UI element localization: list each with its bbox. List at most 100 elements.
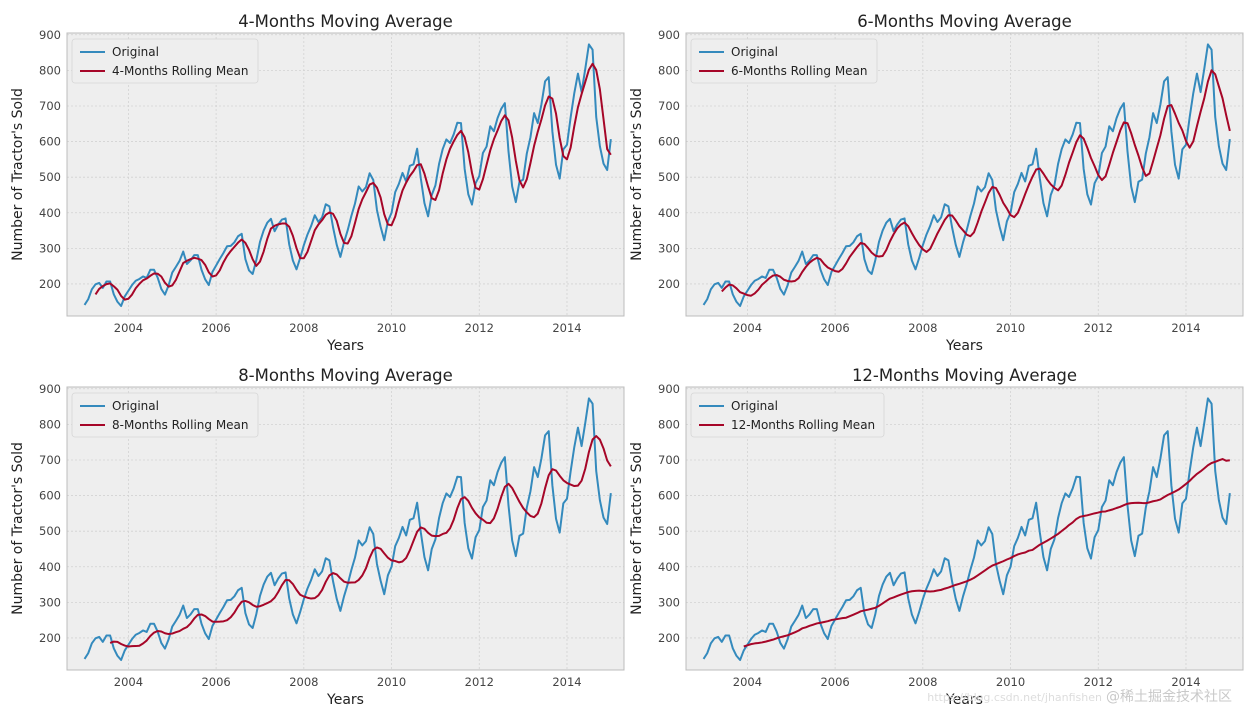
legend-label-original: Original: [731, 399, 778, 413]
x-axis-label: Years: [945, 338, 983, 354]
series-rolling-mean-line: [743, 458, 1230, 648]
x-tick-label: 2010: [377, 321, 406, 335]
legend: Original 12-Months Rolling Mean: [690, 392, 885, 438]
y-tick-label: 500: [39, 170, 61, 184]
x-tick-label: 2006: [201, 321, 230, 335]
series-lines: [83, 43, 612, 308]
x-tick-label: 2010: [996, 675, 1025, 689]
x-tick-label: 2004: [114, 675, 143, 689]
series-lines: [702, 397, 1231, 662]
y-tick-label: 800: [39, 417, 61, 431]
y-tick-label: 200: [39, 631, 61, 645]
axes-frame: [66, 32, 625, 317]
series-original-line: [702, 397, 1231, 662]
chart-title: 4-Months Moving Average: [238, 12, 453, 31]
chart-title: 12-Months Moving Average: [852, 366, 1077, 385]
legend-label-rolling: 6-Months Rolling Mean: [731, 64, 868, 78]
y-tick-label: 700: [39, 99, 61, 113]
x-tick-label: 2012: [1084, 321, 1113, 335]
y-tick-label: 200: [658, 631, 680, 645]
chart-panel-4: 2004 2006 2008 2010 2012 2014 200 300 400 500 600 7…: [629, 366, 1244, 708]
legend: Original 6-Months Rolling Mean: [690, 38, 878, 84]
x-tick-label: 2008: [908, 321, 937, 335]
series-rolling-mean-line: [94, 62, 612, 301]
x-tick-label: 2012: [1084, 675, 1113, 689]
legend-label-rolling: 8-Months Rolling Mean: [112, 418, 249, 432]
x-tick-label: 2008: [289, 321, 318, 335]
legend-label-original: Original: [112, 399, 159, 413]
axes-frame: [685, 386, 1244, 671]
y-tick-label: 200: [658, 277, 680, 291]
y-tick-label: 600: [658, 489, 680, 503]
y-tick-label: 900: [39, 28, 61, 42]
y-tick-label: 900: [39, 382, 61, 396]
x-tick-label: 2012: [465, 321, 494, 335]
x-tick-label: 2010: [377, 675, 406, 689]
axes-frame: [685, 32, 1244, 317]
y-tick-label: 600: [39, 135, 61, 149]
watermark-url: https://blog.csdn.net/jhanfishen: [927, 691, 1102, 704]
series-original-line: [83, 397, 612, 662]
x-tick-label: 2008: [289, 675, 318, 689]
x-axis-label: Years: [326, 692, 364, 708]
legend-box: [71, 38, 259, 84]
chart-title: 8-Months Moving Average: [238, 366, 453, 385]
y-tick-label: 300: [39, 241, 61, 255]
x-tick-label: 2010: [996, 321, 1025, 335]
x-axis-label: Years: [326, 338, 364, 354]
x-tick-label: 2004: [733, 321, 762, 335]
x-tick-label: 2014: [1171, 321, 1200, 335]
y-tick-label: 800: [658, 417, 680, 431]
y-tick-label: 400: [658, 560, 680, 574]
x-tick-label: 2004: [114, 321, 143, 335]
x-tick-label: 2014: [1171, 675, 1200, 689]
x-axis-label: Years: [945, 692, 983, 708]
chart-panel-3: 2004 2006 2008 2010 2012 2014 200 300 400 500 600 7…: [10, 366, 625, 708]
legend: Original 4-Months Rolling Mean: [71, 38, 259, 84]
legend-box: [690, 392, 885, 438]
x-tick-label: 2004: [733, 675, 762, 689]
y-tick-label: 900: [658, 382, 680, 396]
x-tick-label: 2014: [552, 321, 581, 335]
chart-panel-2: 2004 2006 2008 2010 2012 2014 200 300 400 500 600 7…: [629, 12, 1244, 354]
watermark: https://blog.csdn.net/jhanfishen @稀土掘金技术社…: [927, 686, 1232, 706]
series-rolling-mean-line: [109, 435, 612, 648]
y-tick-label: 400: [658, 206, 680, 220]
y-tick-label: 500: [658, 524, 680, 538]
legend-label-original: Original: [731, 45, 778, 59]
y-tick-label: 300: [39, 595, 61, 609]
legend-box: [71, 392, 259, 438]
y-tick-label: 400: [39, 206, 61, 220]
y-axis-label: Number of Tractor's Sold: [10, 88, 26, 261]
y-axis-label: Number of Tractor's Sold: [629, 88, 645, 261]
x-tick-label: 2006: [820, 675, 849, 689]
y-axis-label: Number of Tractor's Sold: [10, 442, 26, 615]
legend-box: [690, 38, 878, 84]
y-tick-label: 500: [39, 524, 61, 538]
x-tick-label: 2012: [465, 675, 494, 689]
y-axis-label: Number of Tractor's Sold: [629, 442, 645, 615]
x-tick-label: 2006: [201, 675, 230, 689]
y-tick-label: 400: [39, 560, 61, 574]
x-tick-label: 2006: [820, 321, 849, 335]
y-tick-label: 900: [658, 28, 680, 42]
watermark-text: @稀土掘金技术社区: [1106, 689, 1232, 705]
y-tick-label: 800: [39, 63, 61, 77]
y-tick-label: 700: [39, 453, 61, 467]
y-tick-label: 200: [39, 277, 61, 291]
y-tick-label: 500: [658, 170, 680, 184]
legend-label-original: Original: [112, 45, 159, 59]
y-tick-label: 700: [658, 453, 680, 467]
x-tick-label: 2014: [552, 675, 581, 689]
x-tick-label: 2008: [908, 675, 937, 689]
series-lines: [702, 43, 1231, 308]
legend: Original 8-Months Rolling Mean: [71, 392, 259, 438]
y-tick-label: 300: [658, 595, 680, 609]
y-tick-label: 800: [658, 63, 680, 77]
y-tick-label: 700: [658, 99, 680, 113]
chart-title: 6-Months Moving Average: [857, 12, 1072, 31]
y-tick-label: 600: [39, 489, 61, 503]
chart-panel-1: 2004 2006 2008 2010 2012 2014 200 300 400 500 600 7…: [10, 12, 625, 354]
y-tick-label: 300: [658, 241, 680, 255]
